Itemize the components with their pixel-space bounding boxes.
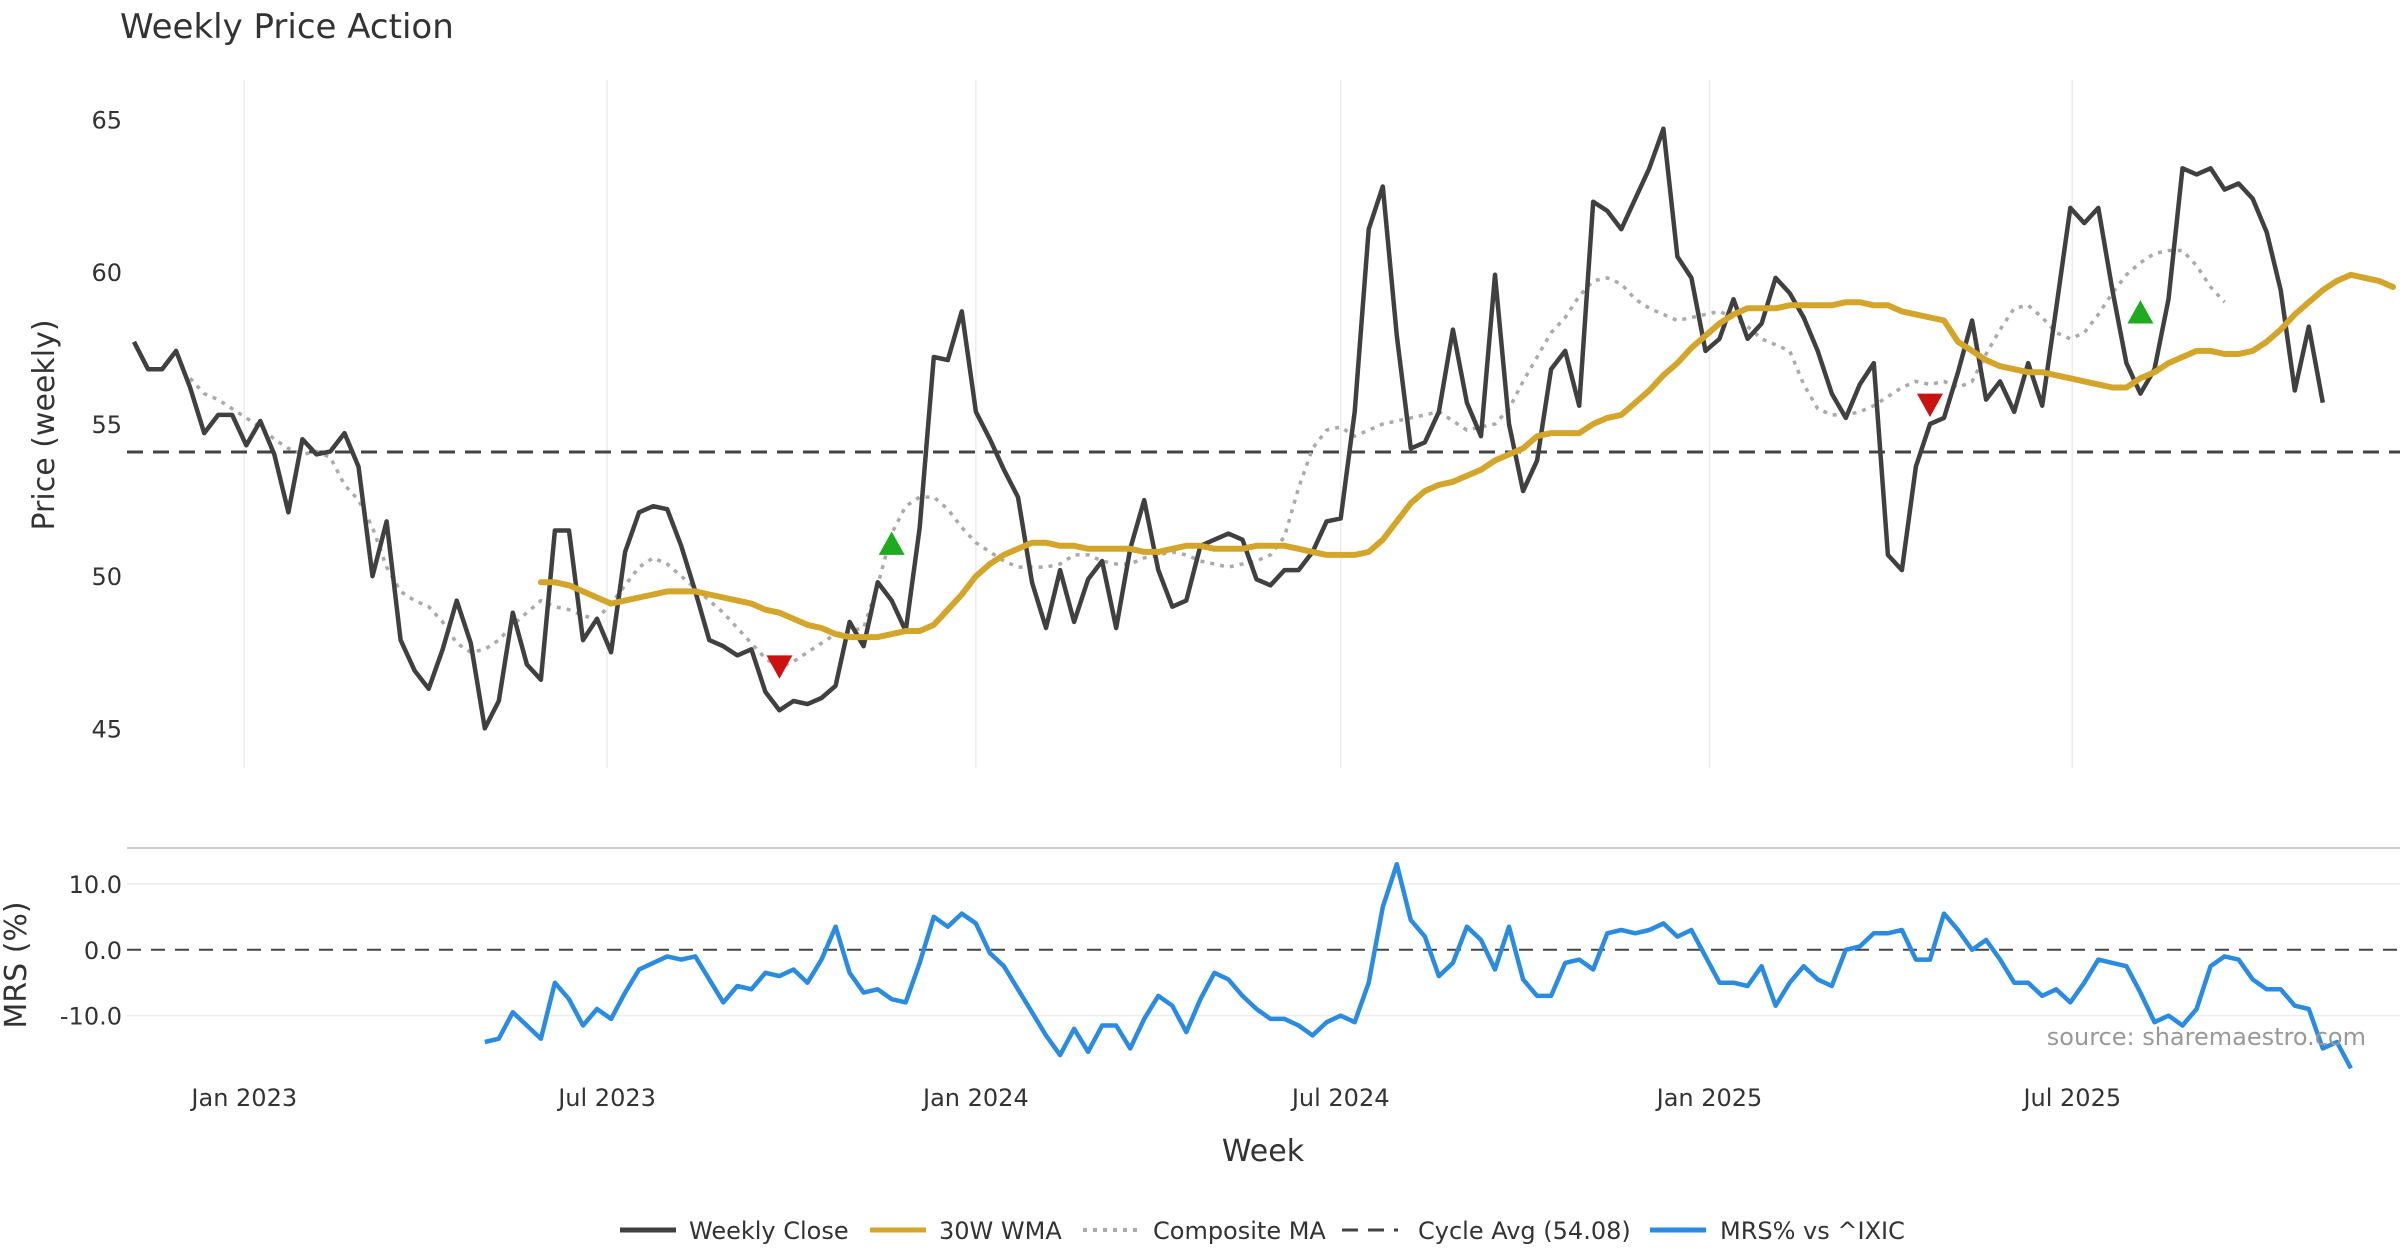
price-y-tick-45: 45 (91, 715, 122, 743)
legend-label-composite-ma: Composite MA (1153, 1217, 1326, 1245)
mrs-line (484, 861, 2353, 1070)
x-tick-label-jan-2023: Jan 2023 (189, 1084, 297, 1112)
legend-label-weekly-close: Weekly Close (689, 1217, 849, 1245)
signal-marker-up-143 (2127, 300, 2154, 324)
price-y-tick-50: 50 (91, 563, 122, 591)
price-y-axis-title: Price (weekly) (27, 319, 62, 530)
weekly-close-line (131, 126, 2326, 731)
x-tick-label-jan-2025: Jan 2025 (1655, 1084, 1763, 1112)
price-y-tick-55: 55 (91, 411, 122, 439)
wma-30w-line (537, 271, 2396, 641)
x-tick-label-jul-2025: Jul 2025 (2021, 1084, 2121, 1112)
mrs-y-tick-0-0: 0.0 (84, 937, 122, 965)
price-y-tick-65: 65 (91, 107, 122, 135)
x-axis-title: Week (1222, 1134, 1305, 1169)
mrs-y-tick-10-0: 10.0 (69, 871, 122, 899)
legend-label-30w-wma: 30W WMA (939, 1217, 1062, 1245)
source-credit: source: sharemaestro.com (2047, 1023, 2366, 1051)
price-y-tick-60: 60 (91, 259, 122, 287)
legend-label-cycle-avg: Cycle Avg (54.08) (1418, 1217, 1631, 1245)
chart-title: Weekly Price Action (120, 7, 454, 47)
signal-marker-up-54 (878, 531, 905, 555)
mrs-y-tick-10-0: -10.0 (60, 1003, 122, 1031)
x-tick-label-jul-2023: Jul 2023 (556, 1084, 656, 1112)
mrs-y-axis-title: MRS (%) (0, 901, 34, 1028)
x-tick-label-jul-2024: Jul 2024 (1290, 1084, 1390, 1112)
legend-label-mrs: MRS% vs ^IXIC (1720, 1217, 1905, 1245)
signal-marker-down-128 (1916, 393, 1943, 417)
signal-marker-down-46 (766, 655, 793, 679)
x-tick-label-jan-2024: Jan 2024 (921, 1084, 1029, 1112)
legend: Weekly Close 30W WMA Composite MA Cycle … (620, 1217, 1905, 1245)
